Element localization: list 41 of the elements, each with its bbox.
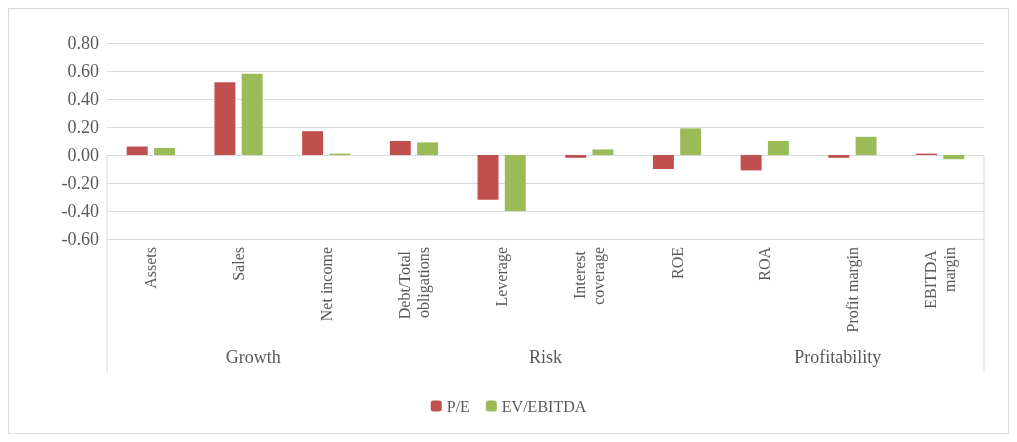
y-tick-label: 0.40 [67, 89, 99, 109]
x-tick-label: Profit margin [843, 247, 862, 333]
y-tick-label: -0.20 [61, 173, 99, 193]
y-tick-label: 0.00 [67, 145, 99, 165]
y-tick-label: 0.80 [67, 33, 99, 53]
legend-label: P/E [446, 397, 470, 415]
bar [241, 73, 263, 155]
y-tick-label: -0.40 [61, 201, 99, 221]
text: Growth [225, 347, 281, 367]
text: Risk [528, 347, 563, 367]
text: Profitability [794, 347, 882, 367]
x-tick-label: EBITDA margin [922, 247, 960, 309]
bar [214, 82, 236, 155]
bar [652, 155, 674, 169]
bar [943, 155, 965, 160]
bar [855, 136, 877, 155]
x-tick-label: Sales [230, 247, 248, 281]
y-tick-label: -0.60 [61, 229, 99, 249]
x-tick-label: ROE [668, 247, 686, 279]
bar [154, 148, 175, 155]
bar [740, 155, 762, 171]
bar [417, 142, 439, 155]
x-tick-label: Debt/Total obligations [395, 247, 433, 320]
y-tick-label: 0.20 [67, 117, 99, 137]
x-tick-label: Interest coverage [571, 247, 609, 305]
x-tick-label: Net income [317, 247, 335, 322]
bar [592, 149, 614, 155]
bar [302, 131, 324, 155]
x-tick-label: ROA [756, 246, 774, 281]
x-tick-label: Assets [142, 247, 160, 289]
y-tick-label: 0.60 [67, 61, 99, 81]
bar [477, 155, 499, 200]
bar [767, 141, 789, 155]
bar [828, 155, 850, 158]
bar [504, 155, 526, 211]
bar [565, 155, 587, 158]
x-tick-label: Leverage [493, 247, 512, 307]
bar [126, 146, 148, 155]
bar [680, 128, 702, 155]
legend-label: EV/EBITDA [501, 397, 587, 415]
bar [389, 141, 411, 155]
